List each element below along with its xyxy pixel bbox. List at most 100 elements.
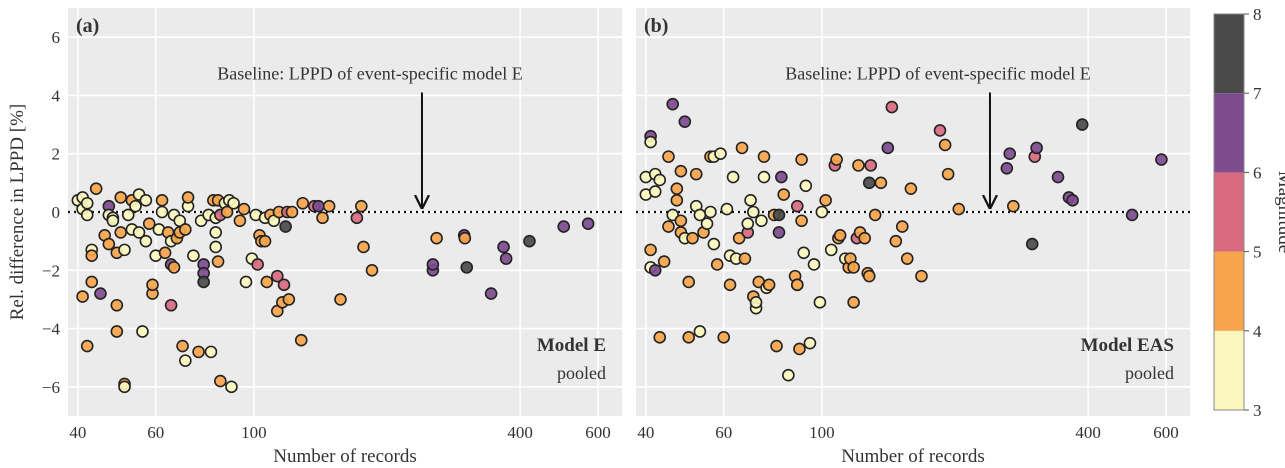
scatter-point xyxy=(239,275,253,289)
scatter-point xyxy=(670,194,684,207)
y-tick-label: 2 xyxy=(52,145,61,164)
scatter-point xyxy=(830,153,843,166)
scatter-point xyxy=(807,258,821,271)
scatter-point xyxy=(426,258,440,271)
colorbar-bin xyxy=(1214,172,1244,252)
scatter-point xyxy=(864,159,878,172)
scatter-point xyxy=(118,380,131,394)
scatter-point xyxy=(279,220,292,233)
scatter-point xyxy=(714,147,727,161)
scatter-point xyxy=(904,182,918,195)
scatter-point xyxy=(1000,161,1014,175)
scatter-point xyxy=(94,287,107,300)
scatter-point xyxy=(815,205,829,219)
scatter-points-b xyxy=(639,97,1168,382)
scatter-point xyxy=(136,325,149,338)
tick-labels-b: 40 60 100 400 600 xyxy=(637,423,1178,442)
scatter-point xyxy=(80,196,94,210)
scatter-point xyxy=(282,293,296,306)
scatter-point xyxy=(653,173,667,187)
scatter-point xyxy=(819,194,832,207)
scatter-point xyxy=(723,278,737,292)
scatter-point xyxy=(155,194,169,207)
scatter-point xyxy=(129,199,142,213)
scatter-point xyxy=(204,345,218,359)
scatter-point xyxy=(499,252,513,265)
scatter-point xyxy=(114,226,128,239)
scatter-point xyxy=(795,214,808,228)
grid-b xyxy=(636,8,1190,416)
scatter-point xyxy=(237,202,251,216)
scatter-point xyxy=(777,188,791,201)
colorbar-tick-label: 8 xyxy=(1253,5,1262,24)
scatter-point xyxy=(726,170,740,184)
panel-label-a: (a) xyxy=(76,15,99,37)
scatter-point xyxy=(1007,199,1020,213)
scatter-point xyxy=(881,141,895,155)
scatter-point xyxy=(85,275,99,289)
x-tick-label: 60 xyxy=(147,423,164,442)
scatter-point xyxy=(355,199,368,213)
scatter-point xyxy=(179,223,192,236)
scatter-point xyxy=(793,342,806,356)
scatter-point xyxy=(139,194,153,207)
scatter-point xyxy=(915,269,928,283)
scatter-point xyxy=(312,199,325,213)
scatter-point xyxy=(653,331,667,344)
scatter-point xyxy=(76,290,89,303)
scatter-point xyxy=(749,296,763,309)
tick-labels-a: 40 60 100 400 600 −6 −4 −2 0 2 4 6 xyxy=(42,28,611,442)
colorbar-frame xyxy=(1213,13,1245,411)
scatter-point xyxy=(357,240,370,254)
scatter-point xyxy=(662,220,675,233)
scatter-point xyxy=(1125,208,1139,222)
colorbar-tick-label: 3 xyxy=(1253,401,1262,420)
scatter-point xyxy=(192,345,205,359)
scatter-point xyxy=(158,246,172,260)
scatter-point xyxy=(803,336,817,350)
x-axis-label-b: Number of records xyxy=(841,446,985,467)
x-tick-label: 600 xyxy=(1153,423,1179,442)
scatter-point xyxy=(772,208,786,222)
scatter-point xyxy=(106,214,120,228)
y-tick-label: −6 xyxy=(42,378,60,397)
scatter-point xyxy=(220,205,234,219)
scatter-point xyxy=(251,258,264,271)
y-tick-label: −2 xyxy=(42,261,60,280)
scatter-point xyxy=(747,205,760,219)
scatter-point xyxy=(682,275,696,289)
scatter-point xyxy=(799,179,813,193)
scatter-point xyxy=(833,229,847,242)
scatter-point xyxy=(824,243,838,257)
scatter-point xyxy=(782,368,795,382)
colorbar: 3 4 5 6 7 8 Magnitude xyxy=(1213,5,1285,420)
colorbar-bins xyxy=(1214,14,1244,410)
x-tick-label: 100 xyxy=(809,423,835,442)
scatter-point xyxy=(755,214,768,228)
scatter-point xyxy=(155,205,169,219)
colorbar-tick-label: 5 xyxy=(1253,243,1262,262)
scatter-point xyxy=(772,226,786,239)
colorbar-bin xyxy=(1214,330,1244,410)
scatter-point xyxy=(874,176,888,190)
scatter-point xyxy=(662,150,675,163)
scatter-point xyxy=(813,296,827,309)
baseline-annotation-a: Baseline: LPPD of event-specific model E xyxy=(217,64,522,84)
scatter-point xyxy=(523,234,536,248)
scatter-point xyxy=(795,153,808,166)
scatter-point xyxy=(557,220,571,233)
scatter-point xyxy=(735,141,749,155)
scatter-point xyxy=(484,287,498,300)
scatter-point xyxy=(744,194,757,207)
scatter-point xyxy=(797,246,811,260)
scatter-point xyxy=(941,167,955,181)
colorbar-bin xyxy=(1214,93,1244,173)
colorbar-bin xyxy=(1214,251,1244,331)
model-subtitle-a: pooled xyxy=(557,363,606,383)
scatter-point xyxy=(233,214,247,228)
scatter-point xyxy=(209,240,223,254)
model-title-a: Model E xyxy=(537,335,606,356)
scatter-point xyxy=(322,199,336,213)
x-tick-label: 400 xyxy=(507,423,533,442)
scatter-point xyxy=(644,243,657,257)
